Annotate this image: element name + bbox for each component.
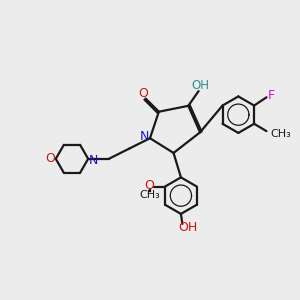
Text: O: O bbox=[145, 178, 154, 191]
Text: CH₃: CH₃ bbox=[139, 190, 160, 200]
Text: O: O bbox=[138, 87, 148, 100]
Text: N: N bbox=[140, 130, 149, 143]
Text: CH₃: CH₃ bbox=[270, 128, 291, 139]
Text: N: N bbox=[89, 154, 98, 167]
Text: F: F bbox=[268, 89, 275, 102]
Text: O: O bbox=[46, 152, 56, 165]
Text: OH: OH bbox=[191, 79, 209, 92]
Text: OH: OH bbox=[178, 221, 197, 234]
